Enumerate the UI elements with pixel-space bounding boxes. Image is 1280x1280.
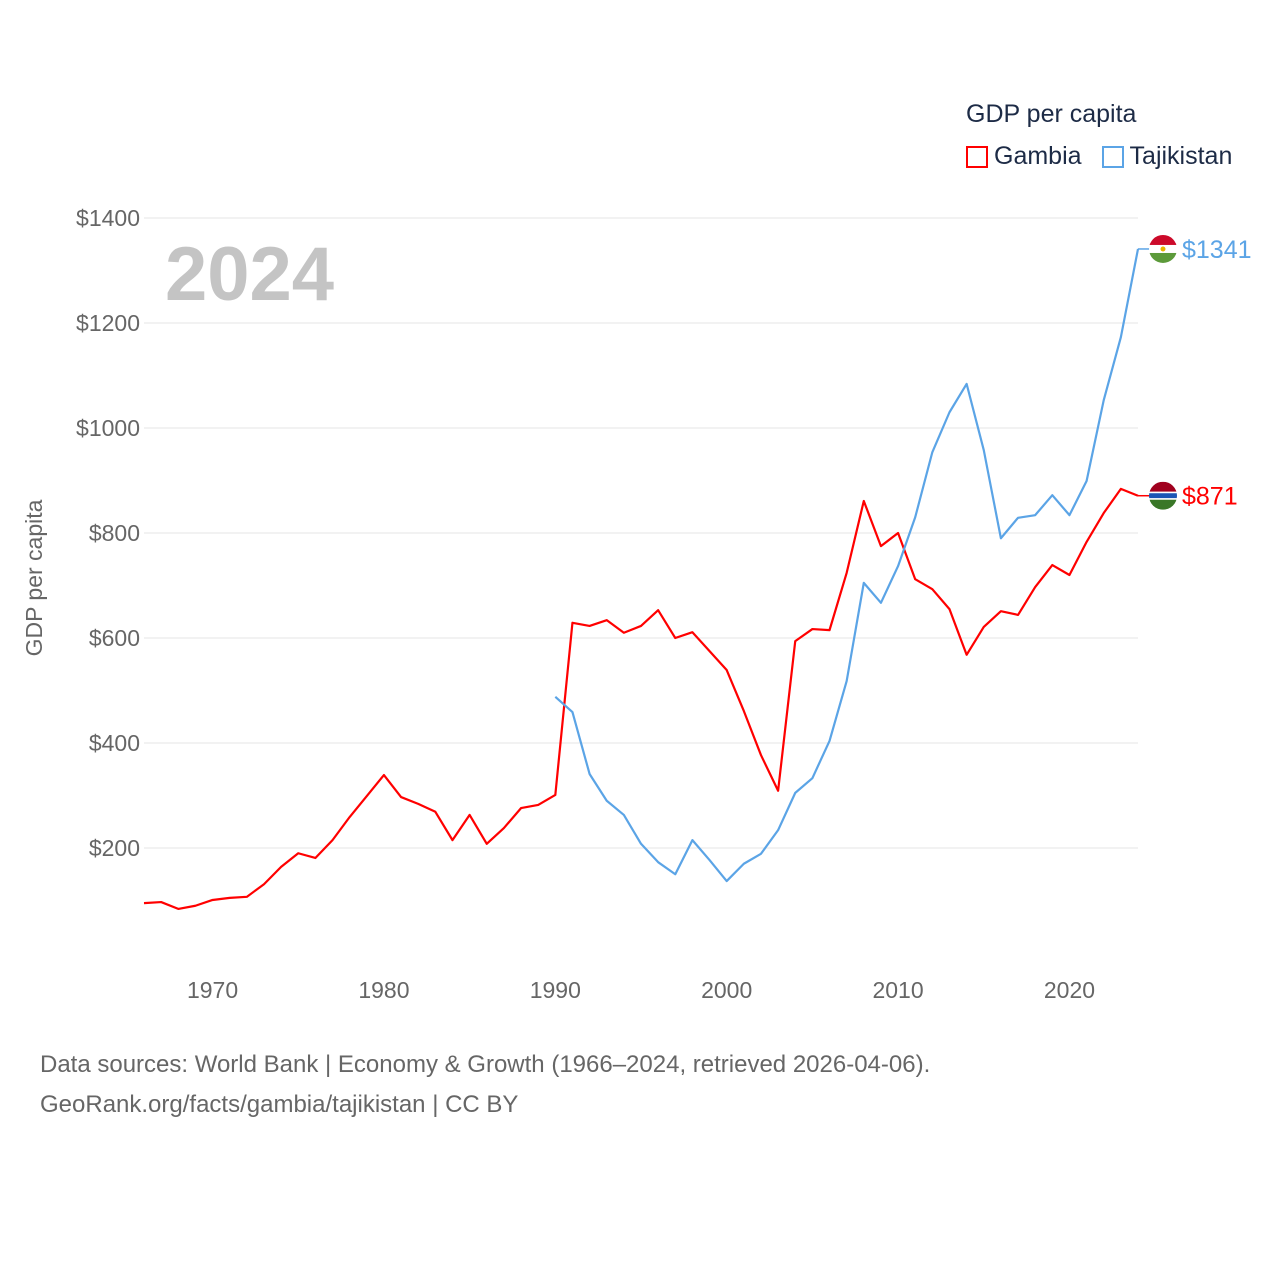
source-link[interactable]: GeoRank.org/facts/gambia/tajikistan | CC… <box>40 1091 519 1118</box>
legend-label: Gambia <box>994 142 1082 170</box>
end-value-label: $871 <box>1182 483 1238 511</box>
legend-item-gambia[interactable]: Gambia <box>966 142 1082 171</box>
flag-gambia-icon <box>1149 481 1177 492</box>
flag-gambia-icon <box>1149 493 1177 499</box>
y-axis-label: GDP per capita <box>21 499 47 656</box>
legend-title: GDP per capita <box>966 100 1137 128</box>
data-sources: Data sources: World Bank | Economy & Gro… <box>40 1051 931 1078</box>
x-tick-label: 1980 <box>358 977 409 1003</box>
y-tick-label: $200 <box>89 835 140 861</box>
x-tick-label: 2020 <box>1044 977 1095 1003</box>
x-tick-label: 1990 <box>530 977 581 1003</box>
x-tick-label: 2000 <box>701 977 752 1003</box>
y-tick-label: $1200 <box>76 310 140 336</box>
series-line-gambia <box>143 487 1139 911</box>
flag-gambia-icon <box>1149 498 1177 500</box>
y-tick-label: $800 <box>89 520 140 546</box>
flag-gambia-icon <box>1149 499 1177 510</box>
x-tick-label: 1970 <box>187 977 238 1003</box>
series-line-tajikistan <box>554 248 1140 883</box>
footer: Data sources: World Bank | Economy & Gro… <box>40 1045 930 1125</box>
flag-tajikistan-icon <box>1149 252 1177 263</box>
legend: Gambia Tajikistan <box>966 142 1232 171</box>
y-tick-label: $600 <box>89 625 140 651</box>
y-tick-label: $1000 <box>76 415 140 441</box>
year-label: 2024 <box>165 232 334 317</box>
x-tick-label: 2010 <box>872 977 923 1003</box>
flag-crown-icon <box>1160 246 1166 252</box>
legend-swatch <box>1101 145 1124 168</box>
y-tick-label: $1400 <box>76 205 140 231</box>
y-tick-label: $400 <box>89 730 140 756</box>
flag-gambia-icon <box>1149 491 1177 494</box>
legend-label: Tajikistan <box>1129 142 1233 170</box>
legend-item-tajikistan[interactable]: Tajikistan <box>1101 142 1233 171</box>
legend-swatch <box>966 145 988 168</box>
flag-tajikistan-icon <box>1149 234 1177 245</box>
end-value-label: $1341 <box>1182 236 1252 264</box>
